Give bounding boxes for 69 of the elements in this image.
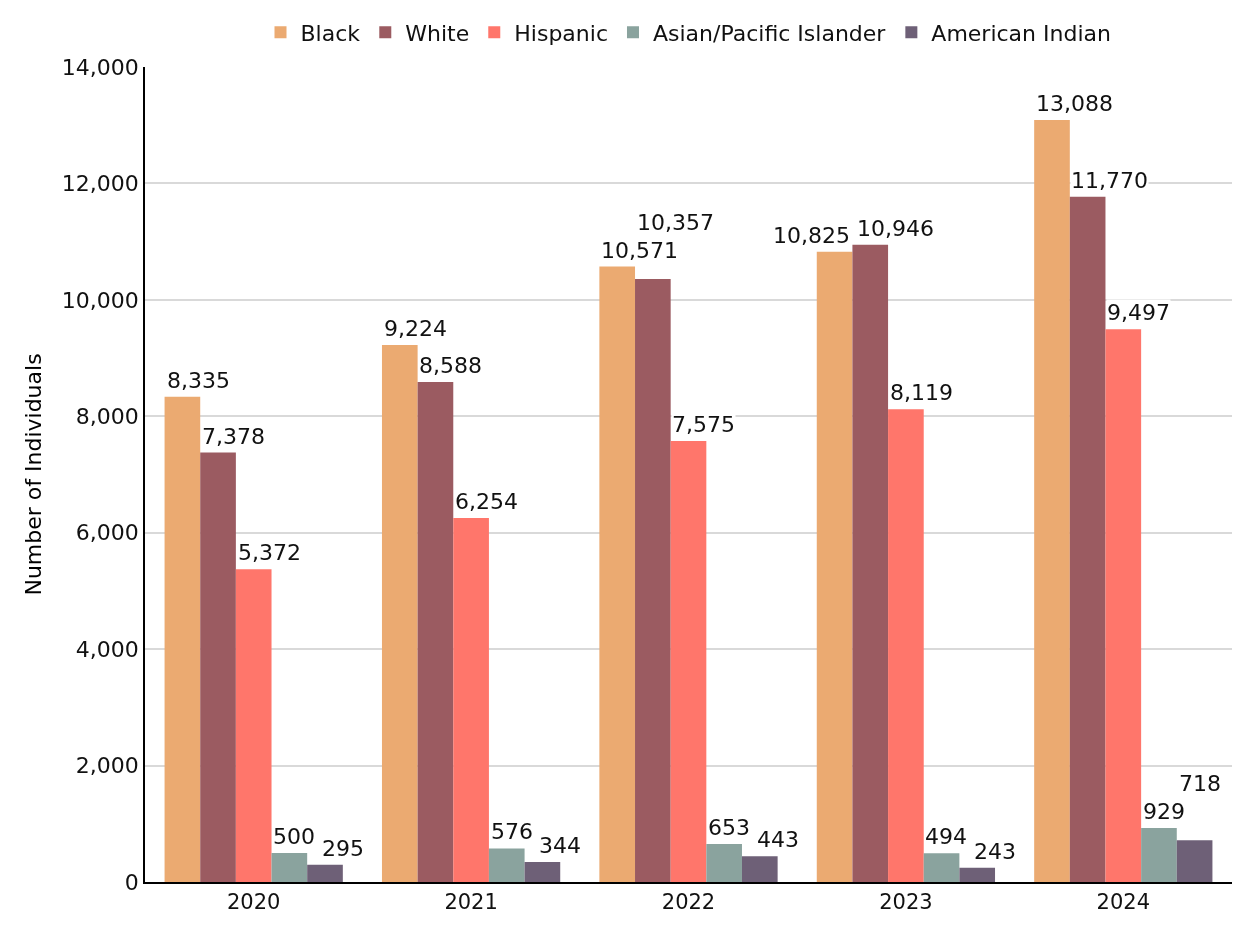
y-tick-label: 2,000	[75, 753, 139, 779]
data-label: 6,254	[455, 489, 518, 514]
bar	[852, 244, 889, 882]
data-label: 929	[1143, 799, 1185, 824]
data-label: 10,825	[773, 223, 850, 248]
data-label: 500	[273, 824, 315, 849]
y-tick-label: 8,000	[75, 403, 139, 429]
bar	[200, 452, 236, 882]
bar	[888, 409, 924, 882]
data-label: 7,575	[672, 412, 735, 437]
legend-label: Black	[300, 20, 361, 46]
x-tick-label: 2022	[661, 889, 716, 914]
y-tick-label: 0	[124, 869, 139, 895]
data-label: 718	[1179, 771, 1221, 796]
data-label: 576	[491, 819, 533, 844]
legend-label: White	[405, 20, 470, 46]
y-tick-label: 12,000	[61, 171, 139, 197]
legend-label: American Indian	[931, 20, 1111, 46]
y-axis-title: Number of Individuals	[21, 353, 47, 596]
data-label: 494	[925, 824, 967, 849]
data-label: 443	[757, 827, 799, 852]
bar	[1069, 196, 1106, 882]
bar	[741, 856, 778, 882]
bar	[417, 382, 454, 882]
bar	[670, 441, 707, 882]
bar	[1105, 329, 1142, 882]
data-label: 5,372	[238, 540, 301, 565]
data-label: 7,378	[202, 424, 265, 449]
bar	[488, 848, 525, 882]
data-label: 9,224	[384, 316, 447, 341]
data-label: 8,119	[890, 380, 953, 405]
data-label: 13,088	[1036, 91, 1113, 116]
bar	[923, 853, 960, 882]
bar	[959, 867, 996, 882]
data-label: 9,497	[1107, 300, 1170, 325]
data-label: 344	[539, 833, 581, 858]
y-tick-label: 6,000	[75, 520, 139, 546]
bar	[1141, 827, 1177, 882]
bar	[271, 852, 308, 882]
bar	[706, 843, 742, 882]
bar	[235, 569, 272, 882]
y-tick-label: 10,000	[61, 287, 139, 313]
data-label: 10,946	[857, 216, 934, 241]
bar	[381, 345, 418, 882]
x-tick-label: 2020	[226, 889, 281, 914]
bar	[164, 396, 201, 882]
bar	[1034, 120, 1070, 882]
legend-label: Asian/Pacific Islander	[652, 20, 887, 46]
bar	[599, 266, 636, 882]
data-label: 243	[974, 839, 1016, 864]
data-label: 295	[322, 836, 364, 861]
bar	[524, 861, 561, 882]
bar	[635, 279, 671, 882]
y-tick-label: 4,000	[75, 636, 139, 662]
bar	[453, 517, 489, 882]
legend-label: Hispanic	[514, 20, 608, 46]
bar	[307, 864, 343, 882]
data-label: 653	[708, 815, 750, 840]
x-tick-label: 2024	[1096, 889, 1151, 914]
y-tick-label: 14,000	[61, 54, 139, 80]
bar	[1176, 840, 1213, 882]
data-label: 8,335	[167, 368, 230, 393]
data-label: 10,571	[601, 238, 678, 263]
data-label: 10,357	[637, 210, 714, 235]
bar	[816, 251, 853, 882]
x-tick-label: 2021	[444, 889, 498, 914]
data-label: 11,770	[1071, 168, 1148, 193]
x-tick-label: 2023	[879, 889, 933, 914]
data-label: 8,588	[419, 353, 482, 378]
